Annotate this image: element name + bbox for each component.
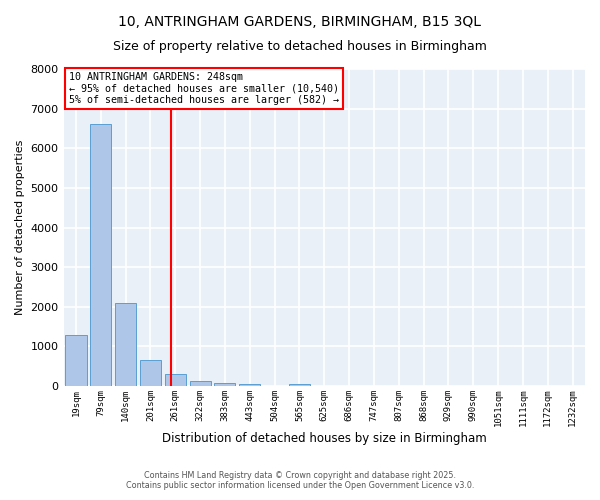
Bar [289, 384, 310, 386]
Bar [140, 360, 161, 386]
Text: 10 ANTRINGHAM GARDENS: 248sqm
← 95% of detached houses are smaller (10,540)
5% o: 10 ANTRINGHAM GARDENS: 248sqm ← 95% of d… [69, 72, 339, 106]
Bar [65, 334, 86, 386]
Bar [214, 383, 235, 386]
Bar [239, 384, 260, 386]
Bar [90, 124, 112, 386]
X-axis label: Distribution of detached houses by size in Birmingham: Distribution of detached houses by size … [162, 432, 487, 445]
Bar [165, 374, 186, 386]
Text: Contains HM Land Registry data © Crown copyright and database right 2025.
Contai: Contains HM Land Registry data © Crown c… [126, 470, 474, 490]
Text: 10, ANTRINGHAM GARDENS, BIRMINGHAM, B15 3QL: 10, ANTRINGHAM GARDENS, BIRMINGHAM, B15 … [119, 15, 482, 29]
Text: Size of property relative to detached houses in Birmingham: Size of property relative to detached ho… [113, 40, 487, 53]
Bar [115, 303, 136, 386]
Y-axis label: Number of detached properties: Number of detached properties [15, 140, 25, 315]
Bar [190, 382, 211, 386]
